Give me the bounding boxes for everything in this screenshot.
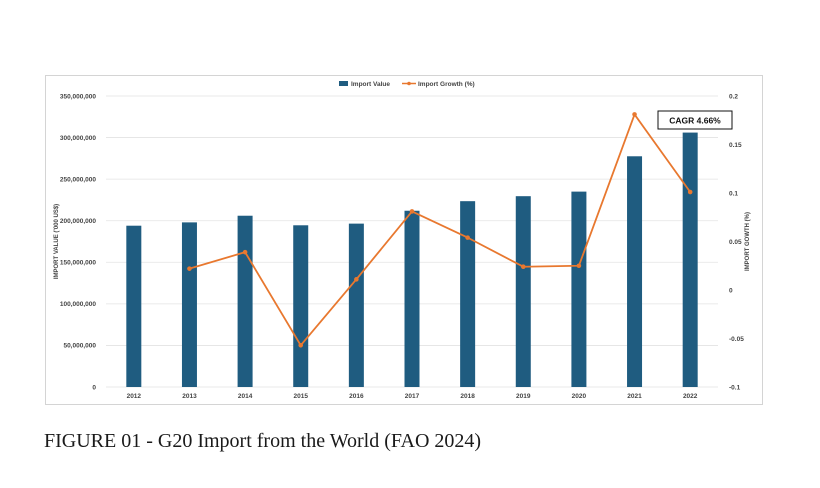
x-tick-label: 2014 <box>238 393 253 400</box>
legend-label-import-value: Import Value <box>351 81 390 88</box>
cagr-box <box>657 110 733 130</box>
x-tick-label: 2022 <box>683 393 698 400</box>
chart-frame: 0 50,000,000 100,000,000 150,000,000 200,000… <box>45 75 763 405</box>
bar <box>460 201 476 387</box>
y2-axis-title: IMPORT GOWTH (%) <box>745 212 751 271</box>
bar <box>126 225 142 387</box>
bar <box>237 215 253 387</box>
legend-swatch-import-value <box>339 81 348 86</box>
y2-tick-label: 0.2 <box>729 93 738 100</box>
y2-tick-label: -0.1 <box>729 384 741 391</box>
growth-point <box>409 209 415 214</box>
legend: Import Value Import Growth (%) <box>339 81 475 88</box>
x-tick-label: 2016 <box>349 393 364 400</box>
bar <box>571 191 587 387</box>
bar-layer <box>126 132 698 387</box>
y-tick-label: 0 <box>92 384 96 391</box>
x-tick-label: 2019 <box>516 393 531 400</box>
y2-tick-label: 0.05 <box>729 239 742 246</box>
x-tick-label: 2012 <box>127 393 142 400</box>
growth-point <box>242 249 248 255</box>
bar <box>404 210 420 387</box>
cagr-callout: CAGR 4.66% <box>657 110 733 130</box>
axis-layer: 0 50,000,000 100,000,000 150,000,000 200,000… <box>54 93 751 400</box>
y-tick-label: 100,000,000 <box>60 301 97 308</box>
y-tick-label: 200,000,000 <box>60 218 97 225</box>
y-tick-label: 150,000,000 <box>60 260 97 267</box>
y-tick-label: 50,000,000 <box>63 343 96 350</box>
y2-tick-label: -0.05 <box>729 336 744 343</box>
x-tick-label: 2017 <box>405 393 420 400</box>
x-tick-label: 2015 <box>293 393 308 400</box>
growth-point <box>520 264 526 270</box>
growth-point <box>632 112 637 117</box>
figure-caption: FIGURE 01 - G20 Import from the World (F… <box>44 430 482 452</box>
y-tick-label: 350,000,000 <box>60 93 97 100</box>
bar <box>627 156 643 387</box>
growth-point <box>187 266 192 271</box>
growth-point <box>298 342 304 348</box>
x-tick-label: 2020 <box>572 393 587 400</box>
x-tick-label: 2018 <box>460 393 475 400</box>
legend-marker-import-growth <box>407 81 411 86</box>
growth-point <box>465 235 470 240</box>
bar <box>293 225 309 387</box>
y2-tick-label: 0.15 <box>729 142 742 149</box>
growth-point <box>576 263 582 269</box>
y2-tick-label: 0.1 <box>729 190 738 197</box>
bar <box>348 223 364 387</box>
y-axis-title: IMPORT VALUE ('000 US$) <box>54 204 60 279</box>
cagr-label: CAGR 4.66% <box>669 116 721 126</box>
x-tick-label: 2021 <box>627 393 642 400</box>
bar <box>181 222 197 387</box>
chart-svg: 0 50,000,000 100,000,000 150,000,000 200,000… <box>54 81 751 400</box>
y-tick-label: 300,000,000 <box>60 135 97 142</box>
growth-line <box>189 113 691 347</box>
y-tick-label: 250,000,000 <box>60 176 97 183</box>
legend-label-import-growth: Import Growth (%) <box>418 81 475 88</box>
y2-tick-label: 0 <box>729 287 733 294</box>
line-layer <box>187 112 693 348</box>
bar <box>515 196 531 387</box>
growth-point <box>687 189 693 195</box>
bar <box>682 132 698 387</box>
x-tick-label: 2013 <box>182 393 197 400</box>
growth-point <box>354 277 359 282</box>
